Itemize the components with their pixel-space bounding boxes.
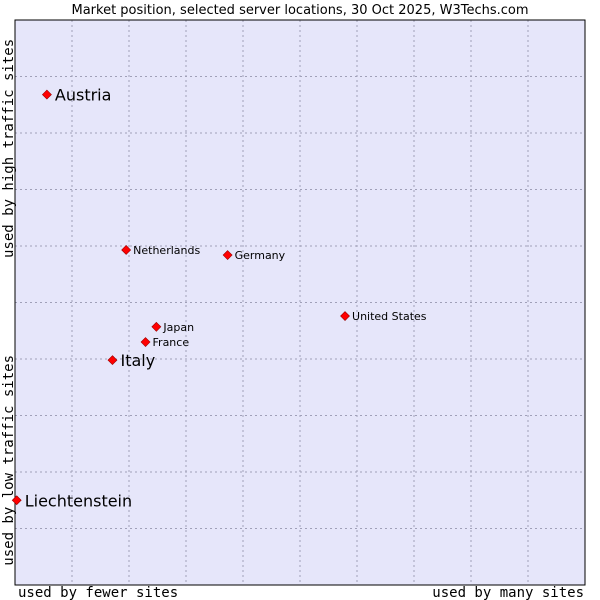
data-label-italy: Italy <box>120 351 155 370</box>
y-axis-label-top: used by high traffic sites <box>1 39 17 258</box>
data-label-germany: Germany <box>235 249 286 262</box>
x-axis-label-left: used by fewer sites <box>18 585 178 600</box>
data-label-united-states: United States <box>352 310 427 323</box>
data-point-france <box>140 337 151 347</box>
data-point-netherlands <box>121 245 132 255</box>
data-points: Austria Netherlands Germany United States Ja… <box>11 86 427 510</box>
data-label-liechtenstein: Liechtenstein <box>25 491 132 510</box>
data-label-austria: Austria <box>55 86 112 105</box>
data-point-japan <box>151 321 162 332</box>
plot-frame <box>14 19 586 586</box>
chart-title: Market position, selected server locatio… <box>71 3 528 18</box>
data-point-germany <box>222 250 233 260</box>
x-axis-label-right: used by many sites <box>432 585 584 600</box>
data-label-netherlands: Netherlands <box>133 244 200 257</box>
y-axis-label-bottom: used by low traffic sites <box>1 355 17 566</box>
data-point-liechtenstein <box>11 495 22 506</box>
data-point-italy <box>107 355 118 366</box>
data-point-united-states <box>340 311 350 321</box>
data-point-austria <box>41 89 52 100</box>
data-label-japan: Japan <box>162 321 194 334</box>
data-label-france: France <box>153 336 190 349</box>
